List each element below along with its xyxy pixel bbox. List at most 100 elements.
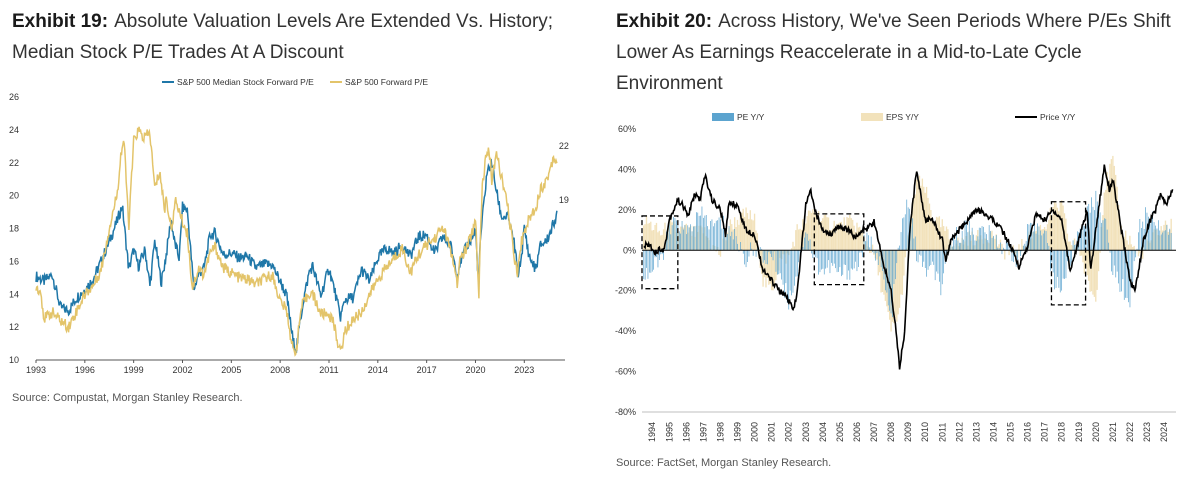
pe-yoy-bar (1086, 206, 1088, 251)
eps-yoy-bar (879, 250, 881, 273)
pe-yoy-bar (1054, 250, 1055, 290)
eps-yoy-bar (881, 250, 884, 292)
x-tick-label: 2023 (1142, 422, 1152, 442)
pe-yoy-bar (961, 230, 963, 251)
pe-yoy-bar (761, 248, 763, 251)
pe-yoy-bar (910, 225, 912, 251)
eps-yoy-bar (928, 203, 931, 251)
pe-yoy-bar (1050, 250, 1051, 271)
pe-yoy-bar (1102, 220, 1104, 251)
x-tick-label: 2017 (1040, 422, 1050, 442)
pe-yoy-bar (755, 250, 757, 257)
pe-yoy-bar (984, 232, 986, 251)
eps-yoy-bar (934, 225, 936, 251)
pe-yoy-bar (701, 206, 703, 251)
pe-yoy-bar (1065, 250, 1067, 279)
pe-yoy-bar (893, 250, 895, 284)
eps-yoy-bar (1059, 202, 1061, 251)
eps-yoy-bar (1012, 245, 1014, 251)
pe-yoy-bar (842, 250, 844, 275)
pe-yoy-bar (852, 250, 854, 270)
pe-yoy-bar (917, 250, 919, 263)
pe-yoy-bar (1059, 250, 1061, 293)
pe-yoy-bar (836, 250, 838, 273)
pe-yoy-bar (1007, 242, 1009, 251)
pe-yoy-bar (855, 250, 856, 262)
pe-yoy-bar (806, 233, 808, 251)
eps-yoy-bar (1113, 165, 1115, 251)
eps-yoy-bar (847, 217, 850, 251)
pe-yoy-bar (721, 228, 723, 251)
eps-yoy-bar (870, 250, 872, 253)
pe-yoy-bar (1162, 232, 1164, 251)
eps-yoy-bar (664, 222, 666, 251)
pe-yoy-bar (994, 249, 996, 251)
eps-yoy-bar (944, 230, 946, 251)
pe-yoy-bar (1112, 250, 1114, 275)
eps-yoy-bar (1048, 219, 1050, 251)
pe-yoy-bar (681, 221, 683, 251)
legend-swatch-pe-yoy (712, 113, 734, 121)
pe-yoy-bar (940, 250, 942, 296)
pe-yoy-bar (772, 250, 774, 261)
eps-yoy-bar (1073, 238, 1076, 251)
eps-yoy-bar (1109, 163, 1111, 251)
pe-yoy-bar (906, 199, 908, 251)
pe-yoy-bar (779, 250, 781, 274)
price-yoy-series-line (643, 164, 1174, 370)
eps-yoy-bar (1052, 206, 1054, 251)
pe-yoy-bar (715, 220, 717, 251)
pe-yoy-bar (723, 215, 724, 251)
eps-yoy-bar (1086, 250, 1088, 276)
pe-yoy-bar (902, 218, 903, 251)
pe-yoy-bar (737, 243, 738, 251)
pe-yoy-bar (877, 250, 879, 265)
pe-yoy-bar (849, 250, 851, 280)
pe-yoy-bar (759, 247, 761, 251)
pe-yoy-bar (1101, 222, 1102, 251)
eps-yoy-bar (817, 211, 820, 251)
pe-yoy-bar (1153, 222, 1155, 251)
x-tick-label: 2024 (1159, 422, 1169, 442)
pe-yoy-bar (916, 250, 918, 262)
pe-yoy-bar (680, 233, 682, 251)
y-tick-label: 16 (9, 256, 19, 266)
pe-yoy-bar (1038, 226, 1040, 251)
pe-yoy-bar (822, 250, 824, 269)
pe-yoy-bar (711, 219, 713, 251)
pe-yoy-bar (1057, 250, 1058, 277)
pe-yoy-bar (1095, 190, 1097, 251)
eps-yoy-bar (1082, 250, 1084, 263)
pe-yoy-bar (735, 236, 737, 251)
pe-yoy-bar (1040, 230, 1041, 251)
eps-yoy-bar (645, 215, 648, 251)
eps-yoy-bar (844, 231, 847, 251)
pe-yoy-bar (1159, 230, 1161, 251)
pe-yoy-bar (850, 250, 852, 269)
pe-yoy-bar (986, 234, 987, 251)
x-tick-label: 2015 (1006, 422, 1016, 442)
eps-yoy-bar (1079, 250, 1081, 256)
eps-yoy-bar (1096, 250, 1098, 290)
eps-yoy-bar (832, 228, 834, 251)
pe-yoy-bar (866, 232, 868, 251)
pe-yoy-bar (730, 236, 731, 251)
exhibit-20-title: Exhibit 20: Across History, We've Seen Pe… (616, 6, 1181, 99)
pe-yoy-bar (738, 250, 740, 252)
pe-yoy-bar (1133, 250, 1135, 262)
pe-yoy-bar (693, 226, 694, 251)
eps-yoy-bar (837, 223, 840, 251)
eps-yoy-bar (1049, 208, 1051, 251)
eps-yoy-bar (807, 210, 810, 251)
pe-yoy-bar (1145, 207, 1146, 251)
pe-yoy-bar (870, 236, 872, 251)
pe-yoy-bar (1109, 250, 1111, 253)
pe-yoy-bar (720, 219, 721, 251)
exhibit-20-source: Source: FactSet, Morgan Stanley Research… (616, 457, 832, 469)
pe-yoy-bar (959, 242, 960, 251)
y-tick-label: 20% (618, 205, 636, 215)
pe-yoy-bar (903, 217, 905, 251)
pe-yoy-bar (970, 235, 972, 251)
x-tick-label: 2001 (767, 422, 777, 442)
pe-yoy-bar (1142, 221, 1144, 251)
